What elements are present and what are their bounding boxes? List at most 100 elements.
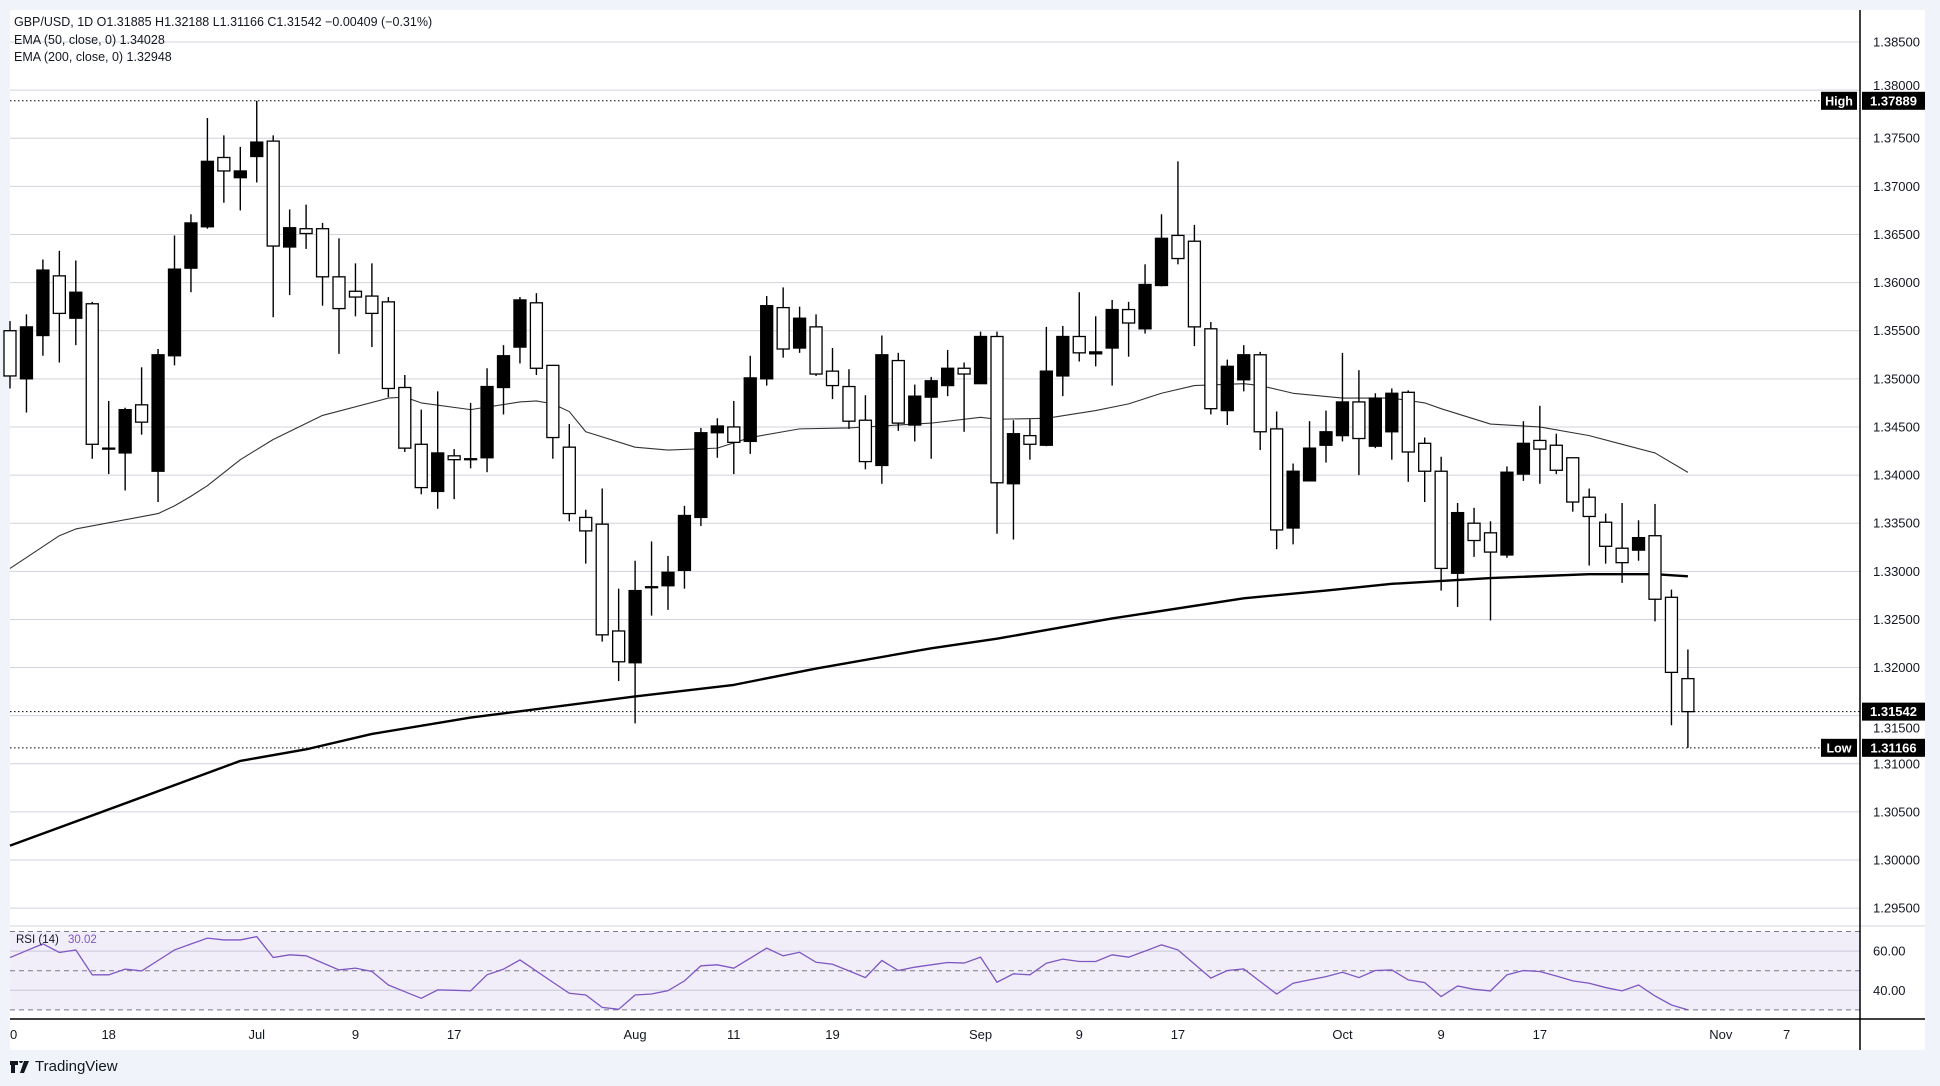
candle (562, 424, 576, 522)
candle (217, 135, 231, 203)
candle (85, 301, 99, 459)
candle-body-down (1615, 547, 1629, 564)
candle-body-up (1302, 447, 1317, 482)
price-tick-label: 1.34000 (1873, 468, 1920, 483)
candle (513, 297, 527, 364)
time-tick-label: 9 (1076, 1027, 1083, 1042)
candle-body-up (792, 317, 807, 349)
candle-body-up (513, 299, 527, 348)
candle-body-down (990, 335, 1004, 484)
price-value-text: 1.37889 (1870, 93, 1917, 108)
candle-body-up (496, 355, 511, 389)
rsi-pane[interactable]: 60.00 40.00 RSI (14) 30.02 (9, 931, 1906, 1011)
candle-body-down (348, 290, 363, 298)
candle-body-up (1368, 397, 1382, 447)
candle (414, 409, 428, 495)
candle-body-down (447, 455, 461, 461)
rsi-legend-value: 30.02 (68, 934, 97, 946)
candle-body-up (743, 377, 757, 443)
time-tick-label: 11 (727, 1027, 741, 1042)
marker-label-low: Low (1827, 741, 1852, 755)
price-value-badge (1862, 738, 1925, 757)
candle (1121, 301, 1136, 357)
candle (1171, 161, 1185, 265)
candle (250, 100, 264, 183)
candle (167, 235, 182, 366)
candle (1368, 393, 1382, 449)
candle-body-down (842, 385, 856, 422)
candle-body-up (1105, 308, 1119, 349)
candle (1615, 502, 1629, 583)
candle-body-up (463, 458, 478, 461)
candle (52, 250, 66, 363)
candle-body-down (315, 228, 330, 278)
candle (595, 488, 609, 642)
time-tick-label: Aug (624, 1027, 647, 1042)
candle-body-up (1500, 471, 1514, 556)
candle (612, 588, 626, 682)
candle-body-up (1220, 365, 1234, 412)
candle (1401, 390, 1415, 482)
candle (102, 400, 116, 475)
candle-body-up (167, 268, 182, 357)
candle-body-up (1089, 351, 1103, 355)
candle-body-up (1006, 433, 1021, 485)
time-tick-label: 18 (101, 1027, 115, 1042)
candle (677, 505, 692, 589)
candle (1352, 370, 1366, 476)
candle-body-up (1154, 237, 1169, 287)
candle-body-down (1072, 335, 1086, 354)
axes[interactable]: 1.38500 1.38000 1.37500 1.37000 1.36500 1.360… (10, 10, 1925, 1050)
tradingview-logo[interactable]: TradingView (10, 1058, 118, 1075)
marker-label-high: High (1825, 94, 1853, 108)
price-tick-label: 1.35000 (1873, 371, 1920, 386)
rsi-legend-title[interactable]: RSI (14) (16, 934, 59, 946)
ema200-legend[interactable]: EMA (200, close, 0) 1.32948 (14, 50, 172, 64)
time-tick-label: Oct (1332, 1027, 1353, 1042)
price-tick-label: 1.32500 (1873, 612, 1920, 627)
price-tick-label: 1.38500 (1873, 35, 1920, 50)
candle-body-up (1450, 511, 1465, 574)
candle (941, 349, 955, 397)
candle (529, 293, 544, 375)
candle-body-up (69, 291, 83, 319)
candle-body-down (1681, 677, 1695, 713)
candle (315, 222, 330, 306)
candle-body-up (924, 380, 938, 398)
candle (858, 395, 873, 470)
candle-body-down (1533, 439, 1547, 450)
price-tick-label: 1.35500 (1873, 323, 1920, 338)
candle-body-down (3, 330, 17, 377)
candle-body-up (36, 269, 50, 337)
candle-body-up (875, 354, 889, 467)
candle-body-down (217, 156, 231, 172)
candle-body-down (858, 419, 873, 463)
candle (1335, 352, 1350, 442)
ema50-legend[interactable]: EMA (50, close, 0) 1.34028 (14, 32, 165, 47)
symbol-ohlc-legend[interactable]: GBP/USD, 1D O1.31885 H1.32188 L1.31166 C… (14, 15, 433, 29)
candle-body-down (957, 367, 971, 375)
candle-body-down (266, 140, 280, 247)
candle (233, 146, 247, 211)
price-tick-label: 1.29500 (1873, 901, 1920, 916)
candle (19, 314, 34, 413)
candle (694, 427, 708, 527)
candle (644, 541, 659, 616)
candle (825, 348, 840, 400)
candle-body-down (891, 359, 905, 424)
candle (299, 204, 313, 249)
candle (1237, 345, 1251, 392)
candle (365, 263, 379, 348)
candle (792, 306, 807, 353)
candle-body-down (546, 364, 560, 439)
candle (579, 509, 593, 564)
candle (1631, 520, 1646, 561)
price-tick-label: 1.37500 (1873, 131, 1920, 146)
candle-body-down (776, 306, 790, 350)
candle-body-up (233, 170, 247, 179)
candle-body-down (809, 326, 823, 375)
rsi-tick-label: 60.00 (1873, 944, 1906, 959)
candle-body-up (677, 514, 692, 572)
candle-body-down (332, 276, 346, 310)
